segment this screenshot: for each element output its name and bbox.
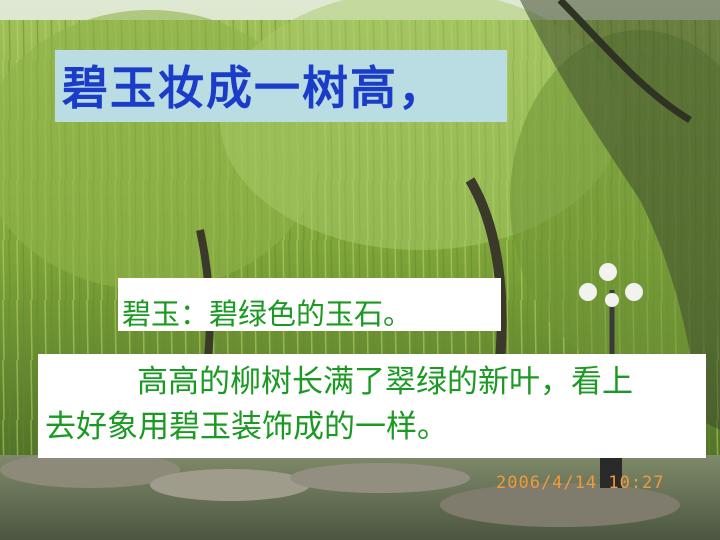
title-box bbox=[55, 50, 507, 122]
note-box bbox=[118, 278, 501, 331]
description-box bbox=[38, 354, 706, 458]
word-note: 碧玉：碧绿色的玉石。 bbox=[122, 297, 413, 331]
line-description: 高高的柳树长满了翠绿的新叶，看上去好象用碧玉装饰成的一样。 bbox=[45, 364, 633, 445]
slide-title: 碧玉妆成一树高， bbox=[62, 61, 446, 115]
photo-timestamp: 2006/4/14 10:27 bbox=[496, 473, 665, 493]
